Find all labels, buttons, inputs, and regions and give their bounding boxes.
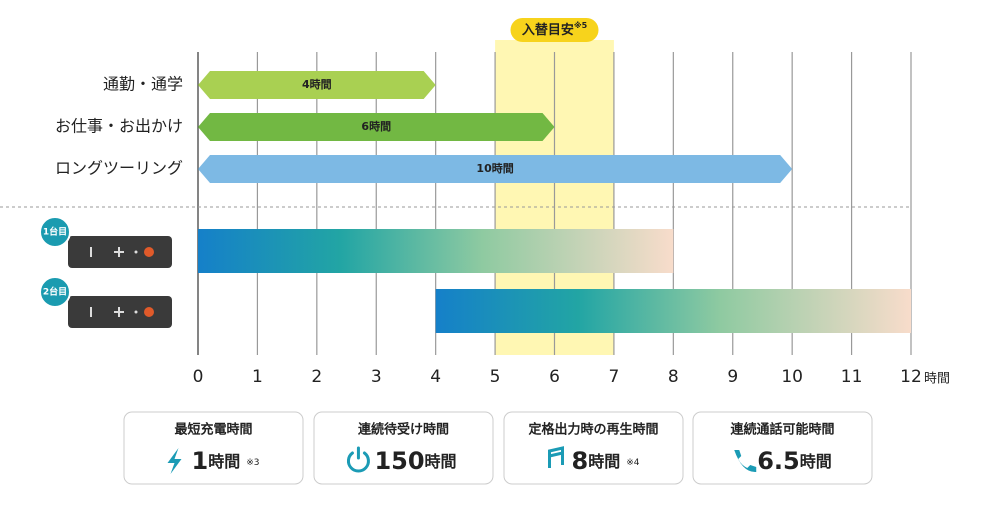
stat-card: [692, 411, 873, 485]
device-bar: [198, 229, 674, 273]
device-button: [114, 307, 124, 317]
stat-title: 連続待受け時間: [358, 422, 449, 438]
stat-value: 8時間 ※4: [572, 447, 640, 475]
x-tick-label: 7: [609, 367, 620, 387]
stat-note: ※4: [626, 458, 640, 468]
highlight-label: 入替目安※5: [522, 20, 588, 38]
device-badge: [39, 216, 71, 248]
highlight-note: ※5: [574, 20, 588, 30]
usage-bar: [198, 71, 436, 99]
usage-bar: [198, 113, 555, 141]
device-label: 1台目: [43, 226, 67, 238]
x-tick-label: 1: [252, 367, 263, 387]
device-button: [144, 307, 154, 317]
device-bar: [435, 289, 911, 333]
usage-value-label: 10時間: [476, 161, 513, 175]
highlight-text: 入替目安: [522, 22, 574, 38]
device-button: [134, 310, 138, 314]
stat-unit: 時間: [208, 452, 240, 471]
stat-value: 6.5時間: [757, 447, 832, 475]
x-tick-label: 6: [549, 367, 560, 387]
x-tick-label: 8: [668, 367, 679, 387]
icon-note: [548, 446, 564, 468]
device-button: [90, 247, 92, 257]
stat-number: 150: [374, 447, 424, 475]
device-button: [114, 247, 124, 257]
usage-value-label: 4時間: [302, 77, 332, 91]
x-tick-label: 10: [781, 367, 803, 387]
stat-note: ※3: [246, 458, 259, 468]
device-button: [144, 247, 154, 257]
icon-power: [347, 446, 370, 473]
usage-label: 通勤・通学: [103, 75, 183, 94]
x-tick-label: 9: [727, 367, 738, 387]
stat-number: 1: [192, 447, 209, 475]
usage-bar: [198, 155, 793, 183]
stat-unit: 時間: [800, 452, 832, 471]
stat-title: 最短充電時間: [174, 422, 252, 438]
usage-value-label: 6時間: [361, 119, 391, 133]
icon-bolt: [167, 448, 182, 474]
x-tick-label: 3: [371, 367, 382, 387]
stat-title: 連続通話可能時間: [730, 422, 834, 438]
usage-label: ロングツーリング: [55, 159, 183, 178]
stat-number: 8: [572, 447, 589, 475]
x-tick-label: 12: [900, 367, 922, 387]
device-label: 2台目: [43, 286, 67, 298]
stat-card: [123, 411, 304, 485]
device-button: [90, 307, 92, 317]
stat-unit: 時間: [425, 452, 457, 471]
x-tick-label: 4: [430, 367, 441, 387]
stat-value: 1時間 ※3: [192, 447, 260, 475]
stat-value: 150時間: [374, 447, 456, 475]
stat-number: 6.5: [757, 447, 800, 475]
usage-label: お仕事・お出かけ: [55, 117, 183, 136]
x-tick-label: 5: [490, 367, 501, 387]
x-tick-label: 11: [841, 367, 863, 387]
device-button: [134, 250, 138, 254]
stat-unit: 時間: [588, 452, 620, 471]
icon-phone: [734, 450, 757, 473]
highlight-badge: [510, 18, 599, 42]
stat-card: [313, 411, 494, 485]
device-badge: [39, 276, 71, 308]
x-tick-label: 0: [193, 367, 204, 387]
x-tick-label: 2: [311, 367, 322, 387]
chart: 入替目安※50 1 2 3 4 5 6 7 8 9 10 11 12 時間4時間通勤・通学6時間お仕事・お…: [0, 18, 950, 387]
x-axis-label: 時間: [924, 372, 950, 387]
stat-title: 定格出力時の再生時間: [527, 422, 658, 438]
